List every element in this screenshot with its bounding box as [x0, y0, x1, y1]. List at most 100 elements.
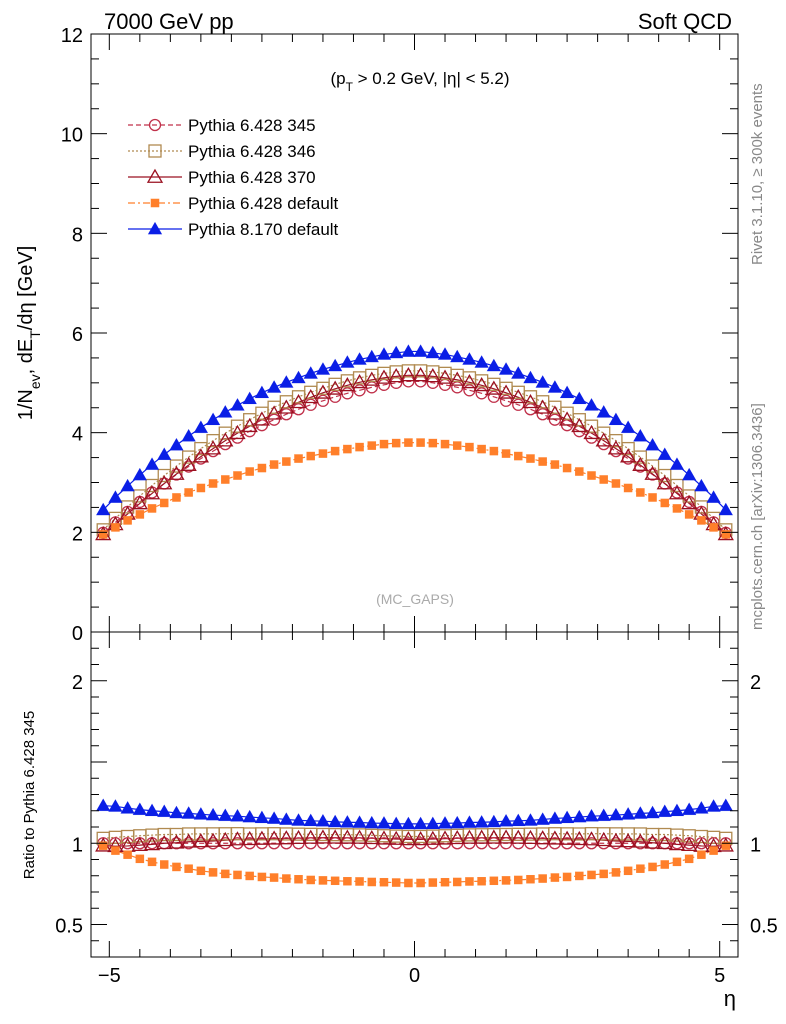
- ratio-point: [327, 829, 344, 844]
- ratio-point: [611, 868, 621, 877]
- data-point: [438, 378, 452, 391]
- main-ytick-label: 6: [72, 324, 83, 346]
- data-point: [315, 362, 331, 375]
- xtick-label: −5: [98, 965, 121, 987]
- data-point: [343, 444, 352, 454]
- data-point: [147, 504, 157, 513]
- data-point: [184, 488, 193, 497]
- data-point: [355, 442, 364, 452]
- data-point: [498, 362, 514, 375]
- data-point: [657, 447, 672, 460]
- ratio-point: [501, 876, 511, 885]
- ratio-point: [424, 830, 441, 845]
- ratio-point: [257, 872, 267, 882]
- data-point: [230, 398, 245, 411]
- data-point: [180, 456, 197, 471]
- data-point: [596, 405, 611, 418]
- ratio-point: [291, 813, 306, 826]
- data-point: [229, 424, 246, 440]
- main-y-axis-label: 1/Nev, dET/dη [GeV]: [15, 246, 43, 421]
- data-point: [672, 504, 682, 513]
- data-point: [218, 405, 233, 418]
- data-point: [145, 478, 159, 493]
- data-point: [352, 352, 367, 365]
- data-point: [157, 468, 171, 483]
- data-point: [282, 457, 291, 466]
- data-point: [694, 478, 709, 492]
- data-point: [424, 368, 441, 383]
- ratio-point: [607, 832, 625, 847]
- data-point: [534, 399, 551, 414]
- data-point: [314, 384, 332, 399]
- data-point: [208, 479, 218, 488]
- ratio-point: [412, 831, 429, 846]
- ratio-point: [229, 831, 246, 846]
- data-point: [96, 502, 111, 516]
- data-point: [485, 380, 502, 395]
- data-point: [278, 399, 295, 414]
- data-point: [511, 366, 526, 379]
- data-point: [329, 390, 342, 403]
- ratio-point: [440, 877, 450, 887]
- data-point: [241, 417, 258, 433]
- ratio-point: [575, 871, 584, 881]
- ratio-point: [168, 834, 185, 849]
- ratio-point: [572, 809, 587, 823]
- ratio-point: [376, 816, 392, 829]
- main-ytick-label: 4: [72, 424, 83, 446]
- data-point: [351, 374, 368, 389]
- series-line: [102, 370, 727, 531]
- data-point: [265, 405, 283, 420]
- ratio-point: [221, 869, 230, 879]
- ratio-point: [465, 877, 474, 886]
- ratio-point: [436, 830, 454, 845]
- legend-marker: [148, 118, 162, 132]
- ratio-point: [218, 808, 233, 821]
- ratio-point: [351, 829, 368, 844]
- data-point: [575, 467, 584, 476]
- ratio-plot-frame: [90, 631, 739, 958]
- data-point: [280, 408, 293, 421]
- ratio-point: [474, 815, 489, 828]
- ratio-point: [684, 854, 694, 864]
- ratio-point: [389, 816, 404, 830]
- data-point: [375, 369, 393, 384]
- data-point: [452, 441, 462, 450]
- ratio-point: [192, 833, 209, 848]
- ratio-point: [278, 830, 295, 845]
- side-label-rivet: Rivet 3.1.10, ≥ 300k events: [749, 83, 766, 265]
- data-point: [681, 495, 698, 510]
- header-right: Soft QCD: [638, 9, 732, 34]
- data-point: [546, 405, 564, 420]
- ratio-point: [587, 870, 596, 880]
- data-point: [571, 417, 588, 433]
- legend-marker: [147, 221, 163, 235]
- ratio-point: [245, 871, 254, 881]
- ratio-point: [254, 810, 269, 824]
- ratio-point: [290, 829, 307, 845]
- data-point: [98, 530, 108, 539]
- ratio-point: [217, 831, 234, 847]
- ratio-point: [599, 869, 608, 879]
- ratio-point: [721, 841, 731, 850]
- ratio-point: [462, 815, 477, 828]
- ratio-point: [672, 857, 682, 867]
- data-point: [170, 468, 183, 481]
- ratio-point: [265, 830, 283, 845]
- data-point: [217, 432, 234, 447]
- data-point: [242, 391, 257, 405]
- ratio-point: [510, 829, 527, 844]
- ratio-point: [608, 807, 624, 821]
- ratio-point: [401, 816, 416, 830]
- data-point: [290, 393, 307, 409]
- data-point: [306, 451, 315, 461]
- ratio-y-axis-label: Ratio to Pythia 6.428 345: [21, 711, 38, 879]
- data-point: [425, 345, 440, 359]
- data-point: [144, 457, 160, 470]
- ratio-point: [546, 830, 564, 845]
- data-point: [181, 429, 196, 442]
- ratio-point: [584, 809, 599, 822]
- main-ytick-label: 2: [72, 523, 83, 545]
